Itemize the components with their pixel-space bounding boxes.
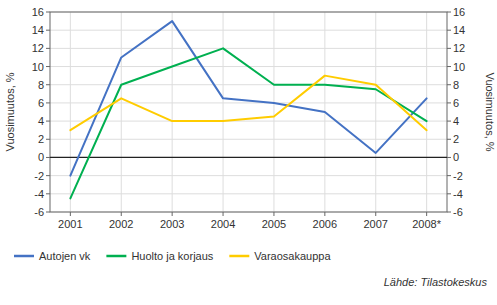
tick-label: 0 bbox=[38, 151, 44, 163]
tick-mark bbox=[447, 12, 451, 13]
tick-label: 2007 bbox=[364, 218, 388, 230]
tick-label: 10 bbox=[32, 61, 44, 73]
tick-mark bbox=[172, 212, 173, 216]
tick-mark bbox=[46, 139, 50, 140]
tick-label: 6 bbox=[38, 97, 44, 109]
tick-mark bbox=[447, 30, 451, 31]
legend-swatch bbox=[229, 255, 249, 258]
tick-label: 10 bbox=[453, 61, 465, 73]
source-note: Lähde: Tilastokeskus bbox=[384, 276, 488, 288]
grid-line bbox=[50, 48, 447, 49]
tick-label: 4 bbox=[38, 115, 44, 127]
tick-mark bbox=[447, 139, 451, 140]
tick-mark bbox=[447, 48, 451, 49]
tick-mark bbox=[46, 102, 50, 103]
chart: -6 -4 -2 0 2 4 6 8 10 12 14 16 -6 -4 -2 0 2 4 6 8 10 12 14 16 20… bbox=[0, 0, 497, 305]
y-axis-label: Vuosimuutos, % bbox=[4, 72, 16, 151]
grid bbox=[50, 12, 447, 212]
tick-mark bbox=[447, 157, 451, 158]
axes: -6 -4 -2 0 2 4 6 8 10 12 14 16 -6 -4 -2 0 2 4 6 8 10 12 14 16 20… bbox=[32, 6, 466, 230]
series-line bbox=[70, 76, 426, 131]
tick-mark bbox=[447, 175, 451, 176]
plot-frame bbox=[50, 12, 447, 212]
tick-mark bbox=[46, 175, 50, 176]
tick-label: 12 bbox=[453, 42, 465, 54]
tick-mark bbox=[223, 212, 224, 216]
tick-label: 2001 bbox=[58, 218, 82, 230]
grid-line bbox=[375, 12, 376, 212]
tick-mark bbox=[46, 212, 50, 213]
grid-line bbox=[50, 157, 447, 158]
tick-mark bbox=[46, 48, 50, 49]
tick-label: 0 bbox=[453, 151, 459, 163]
legend-swatch bbox=[14, 255, 34, 258]
tick-mark bbox=[46, 30, 50, 31]
tick-label: 14 bbox=[453, 24, 465, 36]
grid-line bbox=[121, 12, 122, 212]
grid-line bbox=[426, 12, 427, 212]
tick-mark bbox=[447, 121, 451, 122]
tick-mark bbox=[46, 157, 50, 158]
grid-line bbox=[223, 12, 224, 212]
tick-mark bbox=[447, 66, 451, 67]
tick-label: 14 bbox=[32, 24, 44, 36]
tick-label: 2003 bbox=[160, 218, 184, 230]
tick-mark bbox=[46, 66, 50, 67]
grid-line bbox=[50, 193, 447, 194]
tick-label: 16 bbox=[32, 6, 44, 18]
tick-mark bbox=[447, 212, 451, 213]
tick-label: 16 bbox=[453, 6, 465, 18]
tick-label: -2 bbox=[453, 170, 463, 182]
tick-label: 2008* bbox=[412, 218, 441, 230]
tick-label: -6 bbox=[453, 206, 463, 218]
tick-label: -4 bbox=[453, 188, 463, 200]
tick-mark bbox=[46, 121, 50, 122]
zero-line bbox=[50, 157, 447, 158]
tick-label: 2005 bbox=[262, 218, 286, 230]
tick-label: -2 bbox=[34, 170, 44, 182]
tick-mark bbox=[46, 12, 50, 13]
tick-label: 2 bbox=[453, 133, 459, 145]
lines bbox=[70, 21, 426, 198]
tick-mark bbox=[447, 102, 451, 103]
tick-label: 2 bbox=[38, 133, 44, 145]
tick-label: 8 bbox=[38, 79, 44, 91]
tick-label: 6 bbox=[453, 97, 459, 109]
y2-axis-label: Vuosimuutos, % bbox=[484, 72, 496, 151]
tick-label: 2004 bbox=[211, 218, 235, 230]
grid-line bbox=[172, 12, 173, 212]
tick-mark bbox=[324, 212, 325, 216]
series-line bbox=[70, 48, 426, 198]
tick-mark bbox=[46, 84, 50, 85]
tick-label: 2006 bbox=[313, 218, 337, 230]
tick-label: -6 bbox=[34, 206, 44, 218]
tick-mark bbox=[70, 212, 71, 216]
grid-line bbox=[50, 30, 447, 31]
legend-label: Huolto ja korjaus bbox=[131, 250, 213, 262]
tick-mark bbox=[273, 212, 274, 216]
grid-line bbox=[70, 12, 71, 212]
tick-mark bbox=[447, 84, 451, 85]
tick-mark bbox=[121, 212, 122, 216]
tick-label: 4 bbox=[453, 115, 459, 127]
tick-mark bbox=[426, 212, 427, 216]
series-line bbox=[70, 21, 426, 176]
grid-line bbox=[50, 121, 447, 122]
legend-label: Autojen vk bbox=[39, 250, 91, 262]
tick-label: 2002 bbox=[109, 218, 133, 230]
legend-swatch bbox=[106, 255, 126, 258]
tick-label: 8 bbox=[453, 79, 459, 91]
grid-line bbox=[50, 175, 447, 176]
tick-mark bbox=[375, 212, 376, 216]
tick-label: -4 bbox=[34, 188, 44, 200]
grid-line bbox=[50, 102, 447, 103]
legend: Autojen vk Huolto ja korjaus Varaosakauppa bbox=[14, 250, 331, 262]
grid-line bbox=[273, 12, 274, 212]
tick-mark bbox=[447, 193, 451, 194]
legend-label: Varaosakauppa bbox=[254, 250, 331, 262]
tick-label: 12 bbox=[32, 42, 44, 54]
tick-mark bbox=[46, 193, 50, 194]
